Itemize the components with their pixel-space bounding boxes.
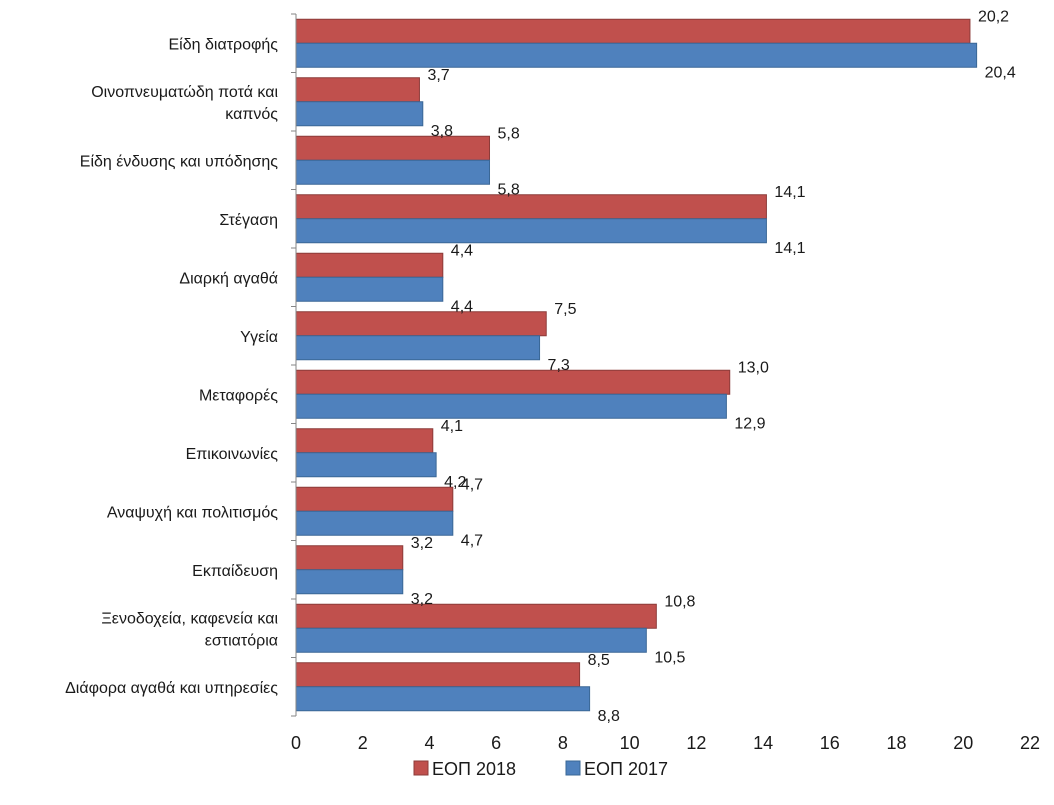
bar-eop2018-9 (295, 545, 404, 571)
bar-eop2018-5 (295, 311, 547, 337)
category-label-0: Είδη διατροφής (169, 36, 279, 53)
bar-eop2018-11 (295, 662, 581, 688)
bar-eop2018-2 (295, 135, 491, 161)
bar-eop2017-2 (295, 159, 491, 185)
x-tick-label: 20 (953, 733, 973, 753)
data-label-eop2017-6: 12,9 (734, 415, 765, 432)
bar-eop2017-0 (295, 42, 978, 68)
data-label-eop2018-2: 5,8 (498, 125, 520, 142)
bar-eop2018-6 (295, 369, 731, 395)
data-label-eop2017-4: 4,4 (451, 298, 473, 315)
x-tick-label: 0 (291, 733, 301, 753)
bar-eop2017-8 (295, 510, 454, 536)
bar-eop2018-3 (295, 194, 767, 220)
legend-swatch-eop2018 (413, 760, 429, 776)
category-label-11: Διάφορα αγαθά και υπηρεσίες (65, 680, 278, 697)
category-label-10: Ξενοδοχεία, καφενεία και εστιατόρια (101, 610, 278, 649)
legend-label-eop2018: ΕΟΠ 2018 (432, 759, 516, 779)
data-label-eop2018-10: 10,8 (664, 593, 695, 610)
data-label-eop2018-1: 3,7 (427, 67, 449, 84)
data-label-eop2018-9: 3,2 (411, 535, 433, 552)
category-label-4: Διαρκή αγαθά (179, 270, 278, 287)
bar-eop2017-10 (295, 627, 647, 653)
data-label-eop2017-3: 14,1 (774, 240, 805, 257)
bar-eop2018-10 (295, 603, 657, 629)
x-tick-label: 12 (686, 733, 706, 753)
bar-eop2017-7 (295, 452, 437, 478)
data-label-eop2018-8: 4,7 (461, 476, 483, 493)
data-label-eop2017-10: 10,5 (654, 649, 685, 666)
category-label-7: Επικοινωνίες (186, 446, 279, 463)
bar-eop2018-0 (295, 18, 971, 44)
data-label-eop2018-0: 20,2 (978, 8, 1009, 25)
data-label-eop2018-6: 13,0 (738, 359, 769, 376)
data-label-eop2018-3: 14,1 (774, 184, 805, 201)
x-tick-label: 2 (358, 733, 368, 753)
data-label-eop2017-1: 3,8 (431, 123, 453, 140)
axis-layer (291, 13, 297, 717)
data-label-eop2017-7: 4,2 (444, 474, 466, 491)
category-label-9: Εκπαίδευση (192, 563, 278, 580)
x-tick-label: 14 (753, 733, 773, 753)
data-label-eop2018-7: 4,1 (441, 418, 463, 435)
data-label-eop2017-5: 7,3 (548, 357, 570, 374)
data-label-eop2017-9: 3,2 (411, 591, 433, 608)
category-label-3: Στέγαση (219, 212, 278, 229)
x-tick-label: 10 (620, 733, 640, 753)
bar-eop2018-4 (295, 252, 444, 278)
bars-layer (295, 18, 978, 712)
data-label-eop2017-8: 4,7 (461, 532, 483, 549)
data-label-eop2018-4: 4,4 (451, 242, 473, 259)
bar-eop2018-7 (295, 428, 434, 454)
bar-eop2017-3 (295, 218, 767, 244)
category-label-2: Είδη ένδυσης και υπόδησης (80, 153, 279, 170)
legend-label-eop2017: ΕΟΠ 2017 (584, 759, 668, 779)
x-tick-label: 6 (491, 733, 501, 753)
data-label-eop2018-5: 7,5 (554, 301, 576, 318)
category-label-5: Υγεία (240, 329, 278, 346)
x-tick-label: 18 (887, 733, 907, 753)
x-tick-label: 4 (424, 733, 434, 753)
category-label-6: Μεταφορές (199, 387, 278, 404)
category-label-8: Αναψυχή και πολιτισμός (107, 504, 278, 521)
bar-eop2017-5 (295, 335, 541, 361)
bar-eop2018-1 (295, 77, 420, 103)
bar-eop2017-4 (295, 276, 444, 302)
bar-eop2017-11 (295, 686, 591, 712)
data-label-eop2017-2: 5,8 (498, 181, 520, 198)
legend: ΕΟΠ 2018 ΕΟΠ 2017 (413, 759, 668, 779)
data-label-eop2018-11: 8,5 (588, 652, 610, 669)
bar-eop2017-6 (295, 393, 727, 419)
category-label-1: Οινοπνευματώδη ποτά και καπνός (91, 84, 278, 123)
x-tick-label: 22 (1020, 733, 1040, 753)
bar-eop2018-8 (295, 486, 454, 512)
labels-layer: 20,2 20,4 Είδη διατροφής 3,7 3,8 Οινοπνευματώ… (65, 8, 1040, 753)
data-label-eop2017-11: 8,8 (598, 708, 620, 725)
data-label-eop2017-0: 20,4 (985, 64, 1016, 81)
x-tick-label: 16 (820, 733, 840, 753)
x-tick-label: 8 (558, 733, 568, 753)
legend-swatch-eop2017 (565, 760, 581, 776)
bar-eop2017-9 (295, 569, 404, 595)
bar-eop2017-1 (295, 101, 424, 127)
